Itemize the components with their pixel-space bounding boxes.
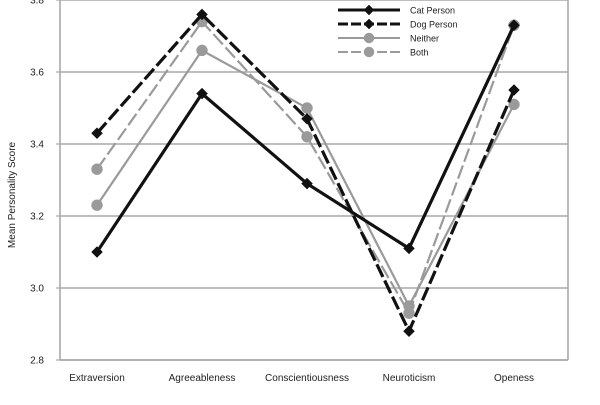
data-point (196, 8, 208, 21)
data-point (91, 163, 103, 175)
y-tick-label: 2.8 (30, 356, 44, 367)
data-point (403, 307, 415, 319)
series-line (96, 19, 516, 316)
data-point (508, 84, 520, 96)
grid-layer (60, 0, 568, 361)
legend-marker (363, 46, 375, 58)
data-point (91, 199, 103, 211)
series-dog-person (91, 8, 520, 338)
x-tick-label: Extraversion (69, 373, 125, 384)
x-tick-label: Neuroticism (383, 373, 436, 384)
series-both (91, 15, 520, 319)
data-point (196, 87, 208, 100)
legend-label: Dog Person (410, 20, 458, 30)
axis-layer: 2.8 3.0 3.2 3.4 3.6 3.8 Extraversion Agreeablen… (7, 0, 569, 384)
data-point (91, 246, 103, 258)
series-cat-person (91, 19, 520, 258)
data-point (301, 102, 313, 114)
legend-item: Both (338, 46, 429, 58)
y-tick-label: 3.4 (30, 140, 44, 151)
legend-label: Cat Person (410, 6, 455, 16)
y-tick-label: 3.2 (30, 212, 44, 223)
x-tick-label: Openess (494, 373, 534, 384)
legend-marker (363, 4, 375, 16)
y-tick-label: 3.6 (30, 68, 44, 79)
y-tick-label: 3.0 (30, 284, 44, 295)
series-layer (91, 8, 520, 338)
legend-label: Both (410, 48, 429, 58)
legend-marker (363, 18, 375, 30)
data-point (91, 127, 103, 140)
data-point (196, 44, 208, 57)
legend: Cat Person Dog Person Neither Both (333, 2, 483, 60)
y-axis-title: Mean Personality Score (7, 141, 18, 248)
legend-item: Dog Person (338, 18, 458, 30)
legend-item: Neither (338, 32, 439, 44)
legend-item: Cat Person (338, 4, 455, 16)
data-point (301, 177, 313, 190)
legend-box (333, 2, 483, 60)
data-point (403, 242, 415, 255)
data-point (508, 19, 520, 32)
series-line (96, 48, 515, 309)
data-point (301, 112, 313, 125)
series-line (95, 12, 516, 336)
legend-marker (363, 32, 375, 44)
data-point (508, 98, 520, 111)
data-point (403, 325, 415, 338)
legend-label: Neither (410, 34, 439, 44)
y-tick-label: 3.8 (30, 0, 44, 7)
data-point (301, 131, 313, 143)
x-tick-label: Agreeableness (169, 373, 236, 384)
x-tick-label: Conscientiousness (265, 373, 349, 384)
